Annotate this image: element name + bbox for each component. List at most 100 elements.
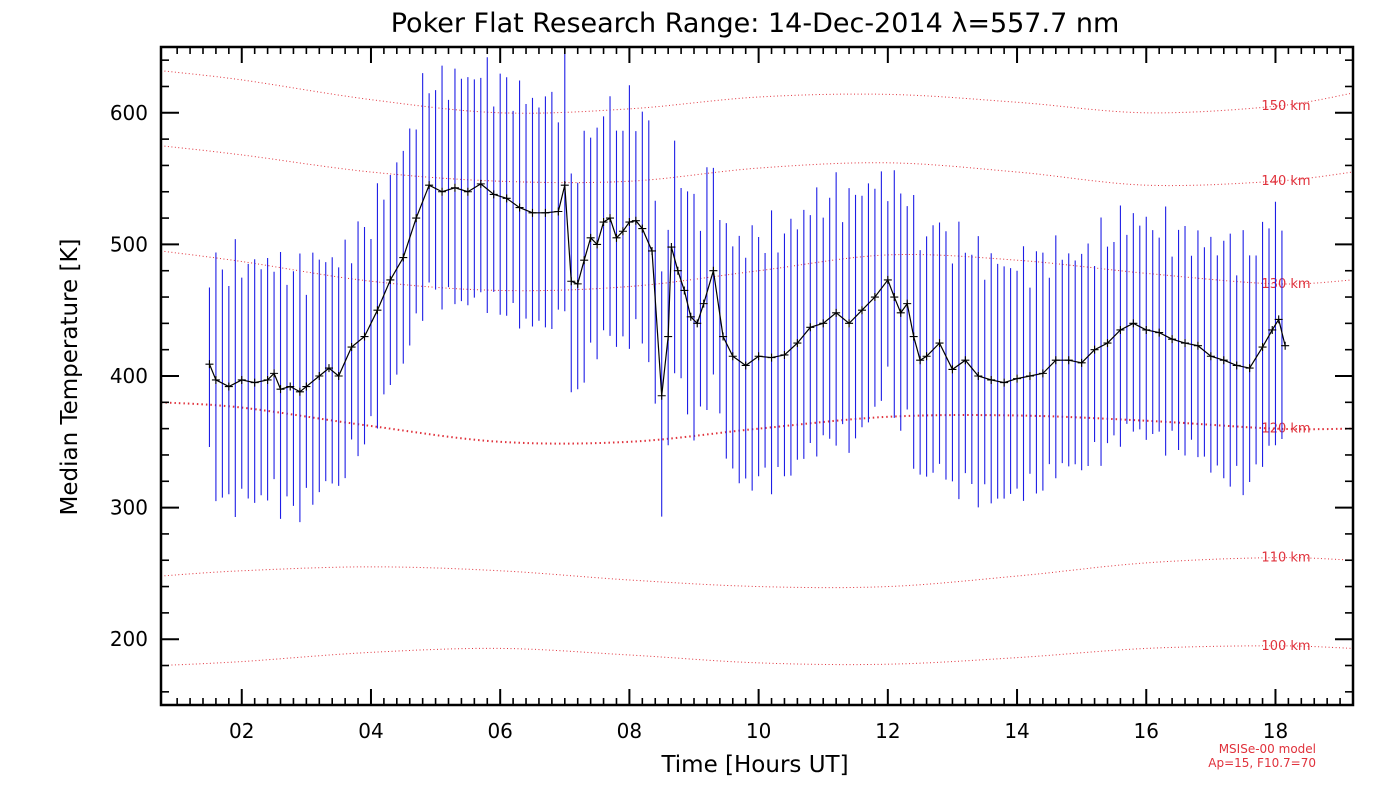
data-point [399, 253, 408, 262]
data-point [1103, 339, 1112, 348]
data-point [638, 224, 647, 233]
x-tick-label: 16 [1134, 719, 1159, 743]
data-point [1000, 378, 1009, 387]
data-point [667, 243, 676, 252]
data-point [1274, 315, 1283, 324]
data-point [276, 385, 285, 394]
data-point [883, 275, 892, 284]
data-point [554, 207, 563, 216]
data-point [948, 365, 957, 374]
data-point [896, 308, 905, 317]
data-point [1090, 345, 1099, 354]
data-point [625, 218, 634, 227]
data-series [205, 179, 1290, 400]
data-point [270, 369, 279, 378]
data-point [922, 352, 931, 361]
data-point [1013, 374, 1022, 383]
data-point [573, 279, 582, 288]
data-point [1077, 358, 1086, 367]
chart-title: Poker Flat Research Range: 14-Dec-2014 λ… [391, 8, 1120, 39]
data-point [1219, 356, 1228, 365]
data-point [360, 332, 369, 341]
data-point [1168, 335, 1177, 344]
x-tick-label: 14 [1004, 719, 1029, 743]
data-point [302, 382, 311, 391]
data-point [699, 299, 708, 308]
data-point [780, 350, 789, 359]
data-point [909, 332, 918, 341]
data-point [664, 332, 673, 341]
data-point [916, 356, 925, 365]
model-curve-label: 110 km [1261, 551, 1310, 566]
data-point [1129, 319, 1138, 328]
data-point [606, 214, 615, 223]
x-tick-label: 18 [1263, 719, 1288, 743]
data-point [961, 356, 970, 365]
data-point [224, 382, 233, 391]
data-point [754, 352, 763, 361]
axes: 02 04 06 08 10 12 14 16 18 200 300 400 500 600 [110, 45, 1355, 743]
data-point [425, 181, 434, 190]
data-point [586, 233, 595, 242]
data-point [806, 323, 815, 332]
model-curve [160, 401, 1354, 445]
data-point [560, 181, 569, 190]
data-point [450, 183, 459, 192]
data-point [334, 372, 343, 380]
data-point [728, 352, 737, 361]
data-point [612, 233, 621, 242]
model-curve [160, 557, 1354, 589]
data-point [599, 218, 608, 227]
data-point [1142, 325, 1151, 334]
model-curve-label: 100 km [1261, 639, 1310, 654]
data-point [463, 187, 472, 196]
data-point [580, 256, 589, 265]
data-point [935, 339, 944, 348]
data-point [741, 361, 750, 370]
model-curve [160, 250, 1354, 292]
data-point [1051, 356, 1060, 365]
data-point [386, 275, 395, 284]
x-tick-label: 06 [487, 719, 512, 743]
x-tick-label: 02 [229, 719, 254, 743]
data-point [567, 277, 576, 286]
x-axis-label: Time [Hours UT] [660, 752, 848, 778]
y-tick-label: 400 [110, 364, 148, 388]
model-curve-label: 120 km [1261, 422, 1310, 437]
data-point [315, 372, 324, 380]
data-point [1281, 341, 1290, 350]
data-point [593, 240, 602, 249]
data-point [237, 375, 246, 384]
y-tick-label: 600 [110, 101, 148, 125]
data-point [347, 343, 356, 352]
data-point [1155, 328, 1164, 337]
data-point [515, 203, 524, 212]
data-point [974, 372, 983, 380]
data-point [502, 194, 511, 203]
data-point [1116, 325, 1125, 334]
y-tick-label: 300 [110, 496, 148, 520]
model-curves: 100 km 110 km 120 km 130 km 140 km 150 km [160, 70, 1354, 667]
data-point [489, 190, 498, 199]
data-point [438, 187, 447, 196]
data-point [693, 319, 702, 328]
data-point [1232, 361, 1241, 370]
x-tick-label: 04 [358, 719, 383, 743]
model-curve [160, 645, 1354, 667]
data-point [870, 293, 879, 302]
data-point [845, 319, 854, 328]
x-tick-label: 12 [875, 719, 900, 743]
data-point [1038, 369, 1047, 378]
data-point [324, 364, 333, 373]
model-curve-label: 150 km [1261, 99, 1310, 114]
data-point [709, 266, 718, 275]
data-point [205, 360, 214, 369]
y-axis-label: Median Temperature [K] [57, 239, 83, 516]
data-point [618, 227, 627, 236]
model-curve-label: 140 km [1261, 174, 1310, 189]
data-point [680, 286, 689, 295]
model-curve [160, 70, 1354, 114]
data-point [767, 353, 776, 362]
data-point [819, 319, 828, 328]
